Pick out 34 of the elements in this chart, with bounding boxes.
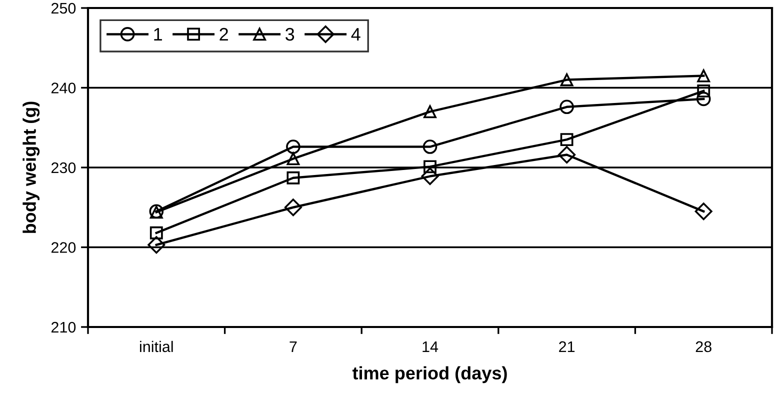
legend-label: 2: [220, 28, 228, 41]
point: [697, 84, 710, 98]
legend-label: 3: [286, 28, 294, 41]
point: [148, 236, 166, 254]
point: [150, 226, 163, 240]
point: [696, 92, 711, 106]
point: [558, 146, 576, 164]
point: [422, 140, 438, 154]
legend-label: 4: [351, 28, 360, 41]
x-axis-title: time period (days): [352, 366, 507, 384]
legend-label: 1: [154, 28, 162, 41]
point: [286, 171, 300, 184]
x-tick-label: 14: [422, 341, 438, 352]
y-axis-title: body weight (g): [22, 102, 40, 233]
point: [560, 73, 574, 86]
point: [424, 105, 436, 118]
x-tick-label: initial: [140, 340, 173, 352]
y-tick-label: 240: [51, 82, 76, 94]
point: [424, 160, 436, 174]
point: [284, 198, 302, 216]
y-tick-label: 230: [51, 162, 76, 174]
point: [560, 133, 574, 146]
point: [286, 140, 300, 154]
x-tick-label: 28: [696, 341, 712, 352]
point: [286, 152, 300, 166]
point: [560, 100, 574, 114]
point: [421, 168, 439, 186]
x-tick-label: 7: [290, 341, 297, 352]
point: [694, 202, 712, 220]
point: [697, 69, 710, 82]
x-tick-label: 21: [559, 341, 575, 352]
y-tick-label: 250: [51, 2, 76, 14]
y-tick-label: 210: [51, 322, 76, 333]
y-tick-label: 220: [51, 242, 76, 253]
